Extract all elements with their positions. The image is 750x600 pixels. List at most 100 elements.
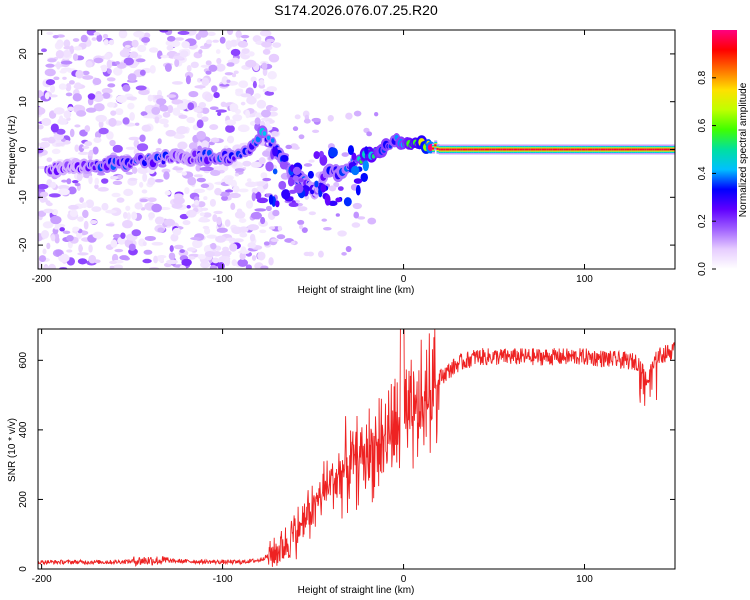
noise-speckle <box>166 259 178 265</box>
noise-speckle <box>267 71 277 80</box>
noise-speckle <box>201 207 209 211</box>
noise-speckle <box>204 251 215 258</box>
noise-speckle <box>162 111 171 118</box>
noise-speckle <box>172 227 182 236</box>
snr-x-ticks: -200 -100 0 100 <box>32 329 593 585</box>
noise-speckle <box>106 59 113 69</box>
noise-speckle <box>177 30 190 36</box>
noise-speckle <box>80 34 88 43</box>
snr-x-axis-title: Height of straight line (km) <box>298 585 415 596</box>
noise-speckle <box>157 255 167 259</box>
noise-speckle <box>62 230 71 235</box>
noise-speckle <box>297 206 308 212</box>
noise-speckle <box>42 197 48 203</box>
trace-cell <box>546 148 550 151</box>
noise-speckle <box>87 93 96 100</box>
noise-speckle <box>41 230 50 239</box>
noise-speckle <box>112 233 121 239</box>
noise-speckle <box>128 243 136 251</box>
trace-blob <box>324 194 331 206</box>
noise-speckle <box>196 130 207 140</box>
spectrogram-x-ticks: -200 -100 0 100 <box>32 30 593 285</box>
noise-speckle <box>77 252 89 256</box>
trace-cell <box>650 148 654 151</box>
noise-speckle <box>156 98 167 105</box>
noise-speckle <box>78 144 85 153</box>
noise-speckle <box>219 191 231 197</box>
trace-blob <box>318 150 324 158</box>
noise-speckle <box>108 39 115 46</box>
noise-speckle <box>221 195 229 201</box>
noise-speckle <box>185 75 191 85</box>
noise-speckle <box>317 250 324 258</box>
noise-speckle <box>101 64 108 73</box>
noise-speckle <box>264 90 275 96</box>
noise-speckle <box>94 177 100 186</box>
noise-speckle <box>252 80 257 89</box>
noise-speckle <box>115 95 128 103</box>
noise-speckle <box>181 258 192 267</box>
noise-speckle <box>374 112 379 117</box>
noise-speckle <box>187 176 197 186</box>
trace-cell <box>659 148 663 151</box>
trace-cell <box>600 148 604 151</box>
noise-speckle <box>171 81 184 85</box>
noise-speckle <box>38 124 44 130</box>
noise-speckle <box>46 157 53 163</box>
noise-speckle <box>199 216 209 222</box>
noise-speckle <box>53 107 65 115</box>
y-tick-label: 200 <box>18 491 29 508</box>
noise-speckle <box>119 49 130 58</box>
noise-speckle <box>201 77 210 87</box>
noise-speckle <box>112 180 123 186</box>
noise-speckle <box>126 96 138 101</box>
trace-cell <box>656 148 660 151</box>
noise-speckle <box>165 129 177 137</box>
noise-speckle <box>345 112 353 120</box>
noise-speckle <box>276 234 286 240</box>
noise-speckle <box>171 99 184 105</box>
noise-speckle <box>251 192 256 202</box>
noise-speckle <box>221 75 229 85</box>
trace-blob <box>320 184 327 193</box>
trace-cell <box>484 148 488 151</box>
noise-speckle <box>238 218 247 223</box>
trace-blob <box>360 172 368 182</box>
noise-speckle <box>81 145 90 149</box>
trace-blob <box>307 170 314 179</box>
y-tick-label: 600 <box>18 352 29 369</box>
noise-speckle <box>226 79 231 84</box>
noise-speckle <box>44 68 56 77</box>
colorbar-tick-label: 0.6 <box>697 118 708 132</box>
x-tick-label: 100 <box>576 574 593 585</box>
noise-speckle <box>229 192 241 199</box>
y-tick-label: 400 <box>18 421 29 438</box>
trace-blob <box>328 147 338 158</box>
noise-speckle <box>203 196 208 201</box>
colorbar-tick-label: 0.4 <box>697 166 708 180</box>
noise-speckle <box>213 210 223 215</box>
trace-cell <box>570 148 574 151</box>
noise-speckle <box>142 258 152 264</box>
noise-speckle <box>92 93 104 103</box>
noise-speckle <box>131 39 139 48</box>
noise-speckle <box>154 116 160 124</box>
noise-speckle <box>139 181 144 188</box>
noise-speckle <box>73 104 82 110</box>
noise-speckle <box>216 57 222 65</box>
trace-blob <box>314 180 319 188</box>
noise-speckle <box>224 72 234 76</box>
noise-speckle <box>59 69 67 74</box>
noise-speckle <box>226 62 235 67</box>
noise-speckle <box>63 110 72 119</box>
noise-speckle <box>101 178 109 184</box>
trace-cell <box>629 148 633 151</box>
x-tick-label: 0 <box>401 574 407 585</box>
trace-blob <box>270 138 275 143</box>
noise-speckle <box>249 233 256 242</box>
x-tick-label: -200 <box>32 574 52 585</box>
noise-speckle <box>69 209 78 217</box>
noise-speckle <box>254 112 263 118</box>
snr-line <box>38 329 675 567</box>
